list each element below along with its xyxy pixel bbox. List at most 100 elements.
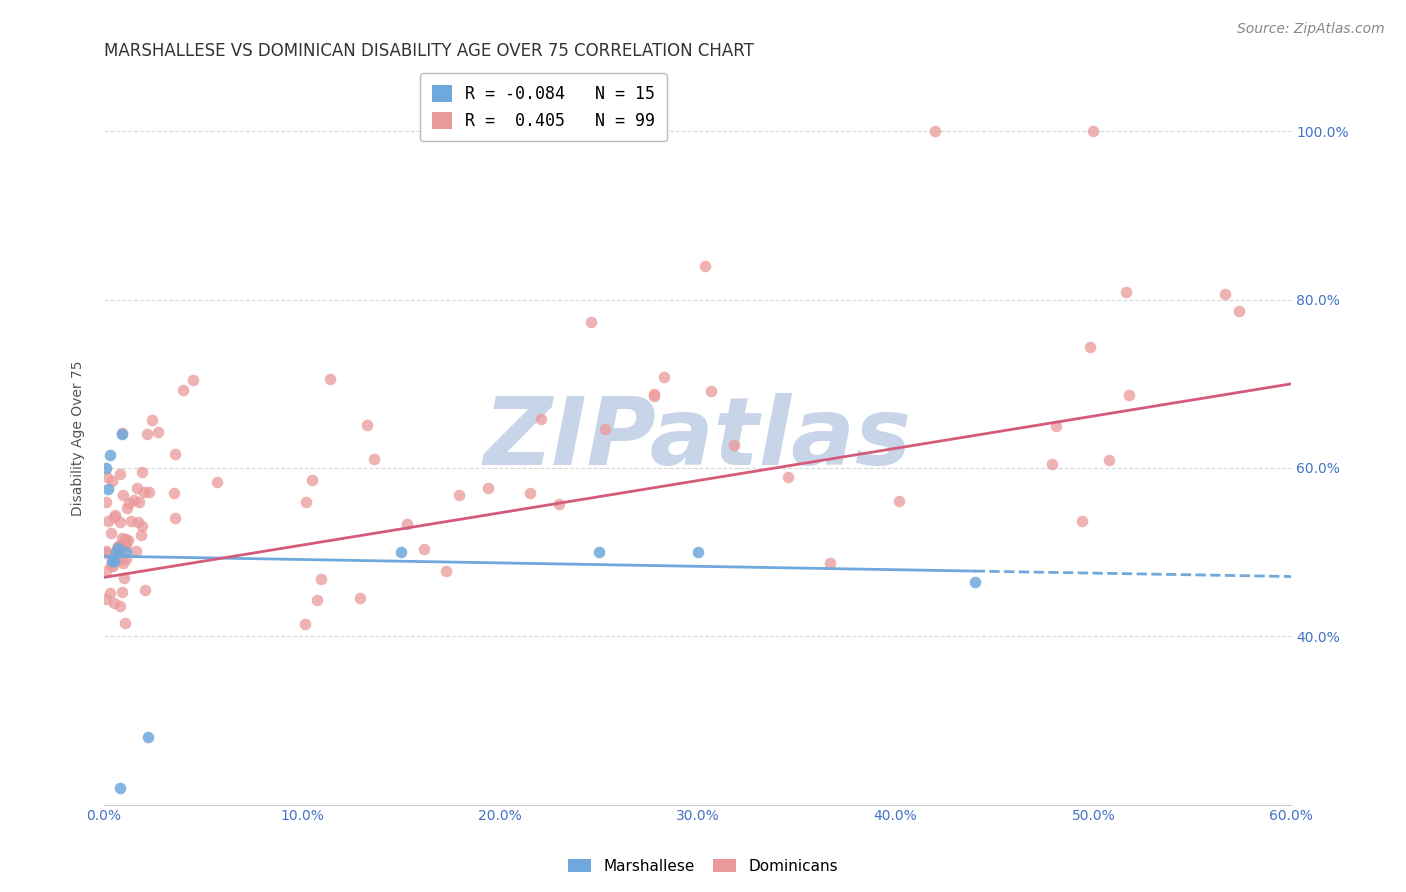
Point xyxy=(1070,514,1092,528)
Point xyxy=(131,465,153,479)
Text: ZIPatlas: ZIPatlas xyxy=(484,392,911,484)
Point xyxy=(115,539,138,553)
Point xyxy=(686,545,709,559)
Point xyxy=(118,496,141,510)
Point xyxy=(103,596,125,610)
Point xyxy=(207,475,229,490)
Point xyxy=(112,571,135,585)
Point xyxy=(1115,285,1137,299)
Point xyxy=(104,545,127,559)
Point xyxy=(449,488,471,502)
Point xyxy=(115,534,138,549)
Legend: R = -0.084   N = 15, R =  0.405   N = 99: R = -0.084 N = 15, R = 0.405 N = 99 xyxy=(420,73,666,142)
Point xyxy=(128,494,150,508)
Point xyxy=(110,515,132,529)
Point xyxy=(129,528,152,542)
Point xyxy=(111,531,134,545)
Legend: Marshallese, Dominicans: Marshallese, Dominicans xyxy=(562,853,844,880)
Point xyxy=(818,556,841,570)
Point xyxy=(122,492,145,507)
Point xyxy=(301,474,323,488)
Point xyxy=(111,425,134,440)
Point xyxy=(111,427,134,442)
Point xyxy=(114,615,136,630)
Point xyxy=(107,539,129,553)
Point xyxy=(138,484,160,499)
Point xyxy=(112,557,135,571)
Point xyxy=(96,495,118,509)
Point xyxy=(120,514,142,528)
Point xyxy=(295,494,318,508)
Point xyxy=(107,541,129,555)
Point xyxy=(519,486,541,500)
Point xyxy=(117,533,139,548)
Point xyxy=(125,482,148,496)
Point xyxy=(94,543,117,558)
Point xyxy=(101,553,124,567)
Point xyxy=(318,372,340,386)
Point xyxy=(104,508,127,523)
Point xyxy=(97,482,120,496)
Point xyxy=(114,532,136,546)
Point xyxy=(115,501,138,516)
Point xyxy=(477,481,499,495)
Point xyxy=(652,370,675,384)
Point xyxy=(98,448,121,462)
Point xyxy=(108,467,131,482)
Point xyxy=(96,470,118,484)
Point xyxy=(96,546,118,560)
Point xyxy=(134,583,156,598)
Point xyxy=(963,574,986,589)
Point xyxy=(1078,340,1101,354)
Point xyxy=(131,519,153,533)
Point xyxy=(94,461,117,475)
Point xyxy=(363,452,385,467)
Point xyxy=(643,387,665,401)
Point xyxy=(530,412,553,426)
Point xyxy=(581,315,603,329)
Point xyxy=(110,538,132,552)
Point xyxy=(172,383,194,397)
Point xyxy=(107,550,129,565)
Point xyxy=(163,485,186,500)
Point xyxy=(107,545,129,559)
Point xyxy=(776,470,799,484)
Y-axis label: Disability Age Over 75: Disability Age Over 75 xyxy=(72,360,86,516)
Point xyxy=(593,422,616,436)
Point xyxy=(165,511,187,525)
Point xyxy=(111,488,134,502)
Point xyxy=(115,552,138,566)
Point xyxy=(294,617,316,632)
Text: MARSHALLESE VS DOMINICAN DISABILITY AGE OVER 75 CORRELATION CHART: MARSHALLESE VS DOMINICAN DISABILITY AGE … xyxy=(104,42,754,60)
Point xyxy=(924,124,946,138)
Point xyxy=(434,565,457,579)
Point xyxy=(100,525,122,540)
Point xyxy=(105,541,128,555)
Point xyxy=(1098,452,1121,467)
Point xyxy=(103,553,125,567)
Point xyxy=(1227,304,1250,318)
Point xyxy=(389,545,412,559)
Point xyxy=(1045,419,1067,434)
Point xyxy=(94,564,117,578)
Point xyxy=(114,545,136,559)
Point xyxy=(396,516,419,531)
Point xyxy=(141,413,163,427)
Point xyxy=(103,510,125,524)
Point xyxy=(132,485,155,500)
Point xyxy=(111,585,134,599)
Point xyxy=(643,389,665,403)
Point xyxy=(695,259,717,273)
Point xyxy=(1118,388,1140,402)
Point xyxy=(356,417,378,432)
Point xyxy=(146,425,169,439)
Point xyxy=(413,542,436,557)
Point xyxy=(136,427,159,442)
Point xyxy=(110,599,132,614)
Point xyxy=(889,493,911,508)
Point xyxy=(136,731,159,745)
Point xyxy=(165,447,187,461)
Point xyxy=(548,497,571,511)
Point xyxy=(1083,124,1105,138)
Point xyxy=(107,553,129,567)
